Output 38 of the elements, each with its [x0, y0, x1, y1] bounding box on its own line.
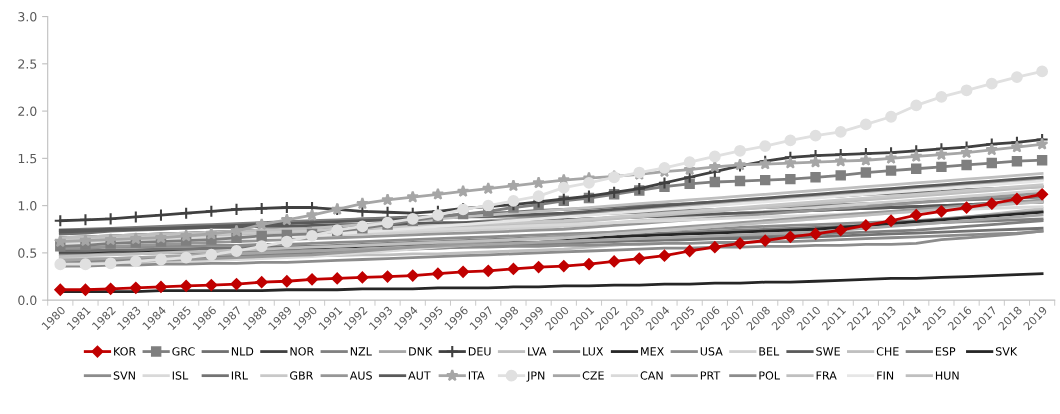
legend-label: ESP [935, 347, 956, 356]
legend-label: FIN [877, 371, 894, 380]
legend-label: IRL [231, 371, 248, 380]
y-tick-label: 1.0 [18, 201, 37, 211]
legend-label: FRA [816, 371, 837, 380]
legend-label: JPN [526, 371, 545, 382]
y-tick-label: 0.0 [18, 295, 37, 306]
legend-label: NZL [350, 347, 372, 356]
legend-label: CZE [582, 371, 604, 380]
legend-label: AUT [408, 371, 431, 380]
y-tick-label: 2.5 [18, 59, 37, 69]
legend-label: DEU [468, 347, 491, 356]
y-tick-label: 3.0 [18, 12, 37, 22]
legend-label: CAN [640, 371, 663, 380]
legend-label: NLD [231, 347, 254, 356]
legend-label: GBR [290, 371, 314, 380]
legend-label: AUS [349, 371, 372, 380]
legend-label: CHE [876, 347, 899, 356]
legend-label: BEL [759, 347, 780, 356]
y-tick-label: 2.0 [18, 106, 37, 117]
legend-label: NOR [290, 347, 314, 356]
legend-label: PRT [700, 371, 721, 380]
legend-label: HUN [935, 371, 959, 380]
legend-label: MEX [641, 347, 664, 356]
legend-label: ISL [172, 371, 189, 380]
legend-label: SVK [995, 347, 1018, 356]
legend-label: USA [700, 347, 723, 356]
legend-label: LUX [583, 347, 604, 356]
y-tick-label: 0.5 [18, 248, 37, 258]
legend-label: SVN [113, 371, 135, 380]
legend-label: ITA [468, 371, 485, 380]
legend-label: DNK [409, 347, 433, 356]
legend-label: SWE [816, 347, 840, 356]
y-tick-label: 1.5 [18, 153, 37, 164]
legend-label: POL [759, 371, 780, 380]
legend-label: KOR [114, 347, 136, 356]
legend-label: LVA [528, 347, 547, 356]
legend-label: GRC [172, 347, 195, 356]
